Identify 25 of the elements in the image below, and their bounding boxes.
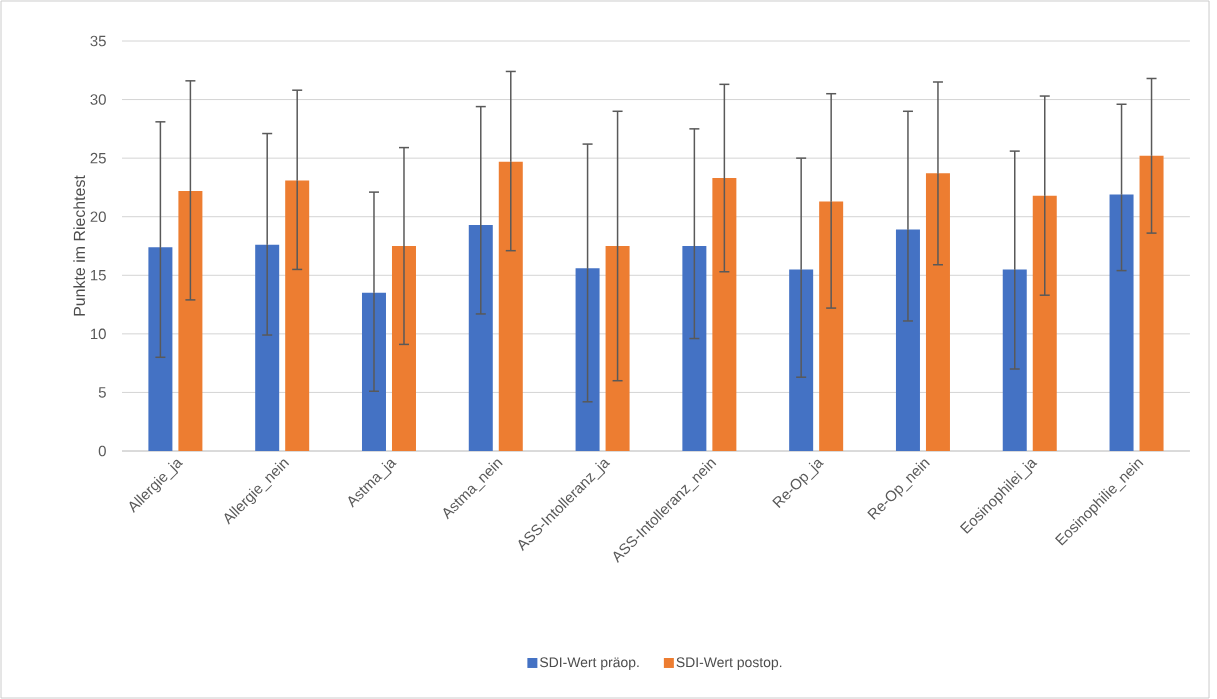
y-tick-label: 25 <box>90 152 106 164</box>
y-tick-label: 5 <box>98 387 106 398</box>
y-tick-label: 35 <box>90 35 106 47</box>
y-tick-label: 20 <box>90 211 106 222</box>
y-tick-label: 0 <box>98 445 106 457</box>
legend-label: SDI-Wert postop. <box>676 657 782 670</box>
bar <box>895 229 920 451</box>
bar <box>682 246 707 451</box>
bar <box>255 244 280 451</box>
y-tick-label: 10 <box>91 328 106 340</box>
legend-label: SDI-Wert präop. <box>540 657 639 670</box>
bar <box>498 161 523 451</box>
bar <box>468 224 493 451</box>
y-tick-label: 15 <box>91 270 106 281</box>
bar <box>285 180 310 451</box>
bar <box>712 178 737 451</box>
y-tick-label: 30 <box>90 94 106 105</box>
bar <box>819 201 844 451</box>
bar <box>1109 194 1134 451</box>
bar <box>1032 195 1057 451</box>
bar <box>391 246 416 451</box>
y-axis-title: Punkte im Riechtest <box>73 175 86 316</box>
bar <box>178 190 203 451</box>
bar <box>925 173 950 451</box>
bar <box>1139 155 1164 451</box>
